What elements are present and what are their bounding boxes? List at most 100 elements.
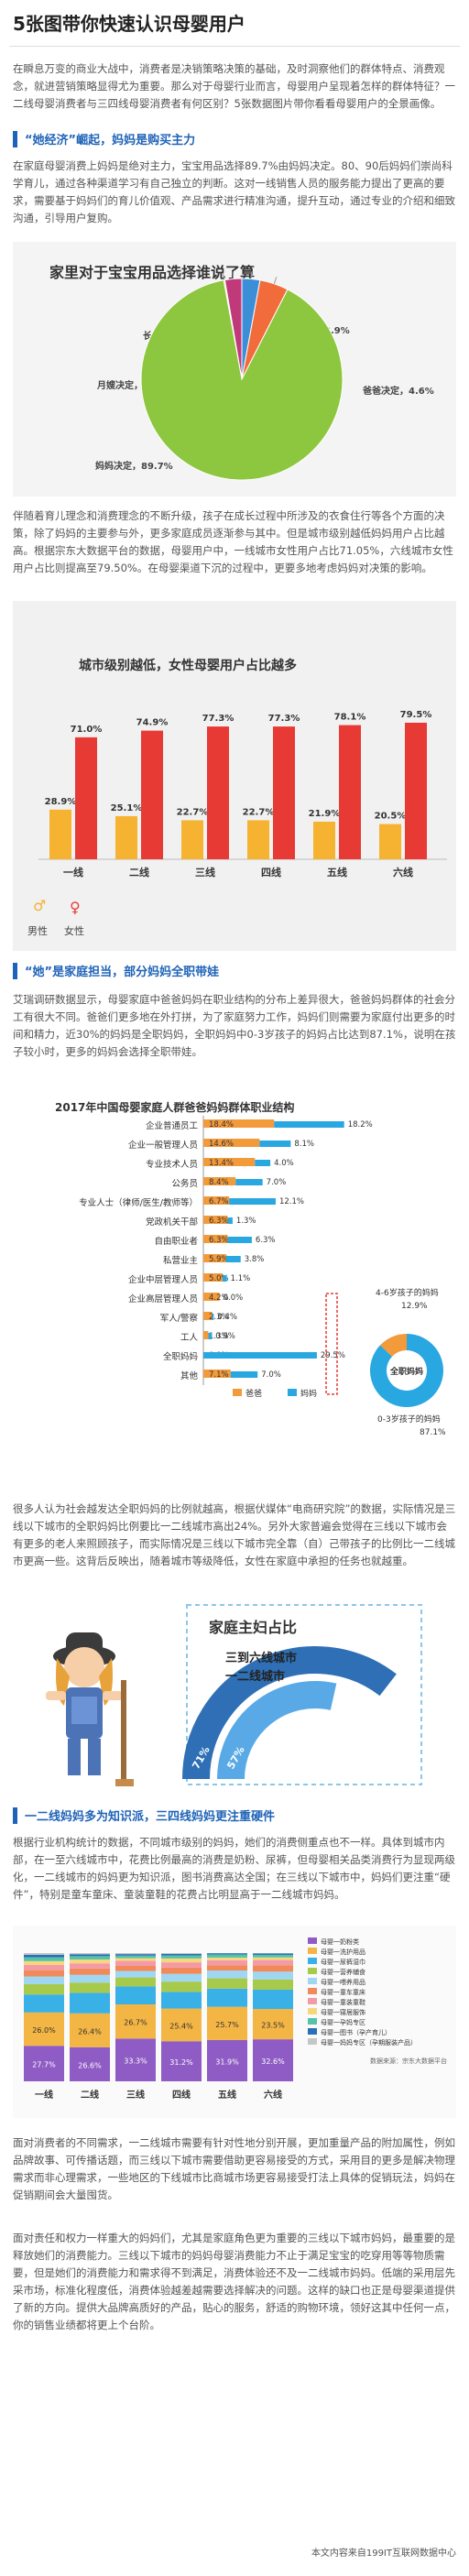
job-dad-bar-13 bbox=[203, 1370, 231, 1378]
city-value-label-0-1: 25.1% bbox=[111, 803, 143, 813]
job-bar-chart: 企业普通员工 18.4% 18.2% 企业一般管理人员 14.6% 8.1% 专业技术人员 1… bbox=[79, 1116, 446, 1437]
job-mom-label-6: 6.3% bbox=[256, 1236, 276, 1245]
section-2-title: “她”是家庭担当，部分妈妈全职带娃 bbox=[25, 966, 220, 979]
job-dad-bar-8 bbox=[203, 1273, 223, 1282]
spend-legend-swatch-4 bbox=[308, 1978, 317, 1984]
spend-seg-1-1 bbox=[70, 2013, 110, 2047]
job-dad-bar-9 bbox=[203, 1293, 220, 1301]
pie-leader-1 bbox=[273, 277, 278, 284]
job-dad-label-0: 18.4% bbox=[209, 1120, 234, 1130]
job-mom-bar-11 bbox=[208, 1333, 213, 1339]
spend-legend-label-2: 母婴一尿裤湿巾 bbox=[321, 1958, 365, 1966]
job-dad-bar-11 bbox=[203, 1331, 209, 1339]
spend-seg-10-0 bbox=[24, 1953, 64, 1955]
spend-seg-6-3 bbox=[161, 1962, 202, 1968]
spend-seg-5-4 bbox=[207, 1965, 247, 1971]
spend-seg-8-4 bbox=[207, 1954, 247, 1958]
spend-seg-7-3 bbox=[161, 1958, 202, 1963]
job-dad-bar-5 bbox=[203, 1216, 228, 1224]
spend-seg-7-1 bbox=[70, 1959, 110, 1964]
city-value-label-1-4: 78.1% bbox=[334, 713, 366, 723]
section-1-title: “她经济”崛起，妈妈是购买主力 bbox=[25, 134, 196, 147]
job-dad-label-4: 6.7% bbox=[209, 1197, 229, 1206]
spend-seg-8-5 bbox=[253, 1954, 293, 1958]
spend-legend-label-10: 母婴一妈妈专区（孕期服装产品） bbox=[321, 2038, 417, 2047]
job-dad-label-2: 13.4% bbox=[209, 1159, 234, 1168]
job-mom-label-1: 8.1% bbox=[294, 1140, 314, 1149]
section-1-heading: “她经济”崛起，妈妈是购买主力 bbox=[13, 130, 195, 147]
spend-legend-swatch-7 bbox=[308, 2008, 317, 2014]
housewife-ring-label-1: 一二线城市 bbox=[225, 1669, 285, 1684]
spend-second-label-5: 23.5% bbox=[261, 2022, 285, 2030]
housewife-ring-label-0: 三到六线城市 bbox=[225, 1651, 297, 1665]
pie-chart-panel: 家里对于宝宝用品选择谁说了算 月嫂决定，0.2%长辈家长决定，2.7%其他，2.… bbox=[13, 242, 456, 497]
spend-top-label-1: 26.6% bbox=[78, 2061, 102, 2069]
spend-seg-9-0 bbox=[24, 1954, 64, 1958]
city-category-label-0: 一线 bbox=[63, 866, 83, 879]
section-marker bbox=[13, 1806, 17, 1824]
spend-legend-swatch-8 bbox=[308, 2018, 317, 2025]
job-mom-label-0: 18.2% bbox=[348, 1120, 373, 1130]
job-category-label-1: 企业一般管理人员 bbox=[128, 1140, 198, 1151]
section-marker bbox=[13, 962, 17, 979]
inset-label-0: 0-3岁孩子的妈妈 bbox=[377, 1414, 441, 1424]
spend-second-label-4: 25.7% bbox=[215, 2021, 239, 2029]
job-category-label-3: 公务员 bbox=[171, 1178, 198, 1189]
legend-male-label: 男性 bbox=[27, 924, 48, 937]
job-dad-label-11: 1.3% bbox=[209, 1332, 229, 1341]
spend-seg-8-1 bbox=[70, 1956, 110, 1959]
title-divider bbox=[9, 46, 460, 47]
city-bar-0-5 bbox=[379, 824, 401, 859]
job-dad-label-7: 5.9% bbox=[209, 1255, 229, 1264]
city-bar-1-0 bbox=[75, 737, 97, 859]
spend-seg-9-4 bbox=[207, 1953, 247, 1955]
city-chart-title: 城市级别越低，女性母婴用户占比越多 bbox=[79, 659, 297, 673]
spend-seg-5-2 bbox=[115, 1966, 156, 1971]
section-2-paragraph-1: 艾瑞调研数据显示，母婴家庭中爸爸妈妈在职业结构的分布上差异很大，爸爸妈妈群体的社… bbox=[13, 993, 456, 1058]
job-category-label-2: 专业技术人员 bbox=[146, 1159, 198, 1170]
spend-source: 数据来源：宗东大数据平台 bbox=[370, 2057, 447, 2065]
spend-seg-9-1 bbox=[70, 1954, 110, 1957]
job-category-label-5: 党政机关干部 bbox=[146, 1217, 198, 1228]
job-dad-bar-10 bbox=[203, 1312, 213, 1320]
job-mom-bar-1 bbox=[259, 1141, 291, 1147]
pie-chart: 月嫂决定，0.2%长辈家长决定，2.7%其他，2.9%爸爸决定，4.6%妈妈决定… bbox=[95, 271, 434, 481]
spend-seg-9-3 bbox=[161, 1953, 202, 1956]
job-category-label-7: 私营业主 bbox=[163, 1255, 198, 1266]
spend-chart-panel: 27.7% 26.0% 一线 26.6% 26.4% 二线 33.3% 26.7% 三线 31.2… bbox=[13, 1926, 456, 2118]
spend-legend-label-1: 母婴一洗护用品 bbox=[321, 1948, 365, 1956]
spend-category-label-5: 六线 bbox=[264, 2089, 282, 2101]
job-category-label-4: 专业人士（律师/医生/教师等） bbox=[79, 1197, 198, 1208]
job-mom-bar-0 bbox=[274, 1121, 344, 1128]
section-2-heading: “她”是家庭担当，部分妈妈全职带娃 bbox=[13, 962, 219, 979]
spend-seg-6-5 bbox=[253, 1959, 293, 1966]
job-mom-bar-8 bbox=[223, 1275, 227, 1282]
city-bar-0-2 bbox=[181, 820, 203, 859]
city-value-label-1-2: 77.3% bbox=[202, 714, 234, 724]
job-dad-bar-6 bbox=[203, 1235, 228, 1243]
spend-seg-3-5 bbox=[253, 1979, 293, 1990]
job-dad-label-9: 4.2% bbox=[209, 1293, 229, 1303]
job-category-label-6: 自由职业者 bbox=[154, 1236, 198, 1247]
job-mom-label-5: 1.3% bbox=[236, 1217, 256, 1226]
spend-seg-9-5 bbox=[253, 1953, 293, 1955]
city-value-label-0-2: 22.7% bbox=[177, 807, 209, 817]
job-dad-label-5: 6.3% bbox=[209, 1217, 229, 1226]
city-bar-0-4 bbox=[313, 821, 335, 859]
spend-seg-5-1 bbox=[70, 1968, 110, 1975]
spend-second-label-1: 26.4% bbox=[78, 2027, 102, 2036]
city-value-label-1-3: 77.3% bbox=[268, 714, 300, 724]
job-mom-label-13: 7.0% bbox=[261, 1370, 281, 1380]
job-dad-bar-2 bbox=[203, 1158, 256, 1166]
city-category-label-4: 五线 bbox=[327, 866, 347, 879]
spend-seg-1-2 bbox=[115, 2004, 156, 2039]
job-dad-label-13: 7.1% bbox=[209, 1370, 229, 1380]
inset-highlight bbox=[325, 1293, 338, 1395]
legend-male: ♂ 男性 bbox=[27, 897, 48, 937]
housewife-illustration-icon bbox=[46, 1632, 134, 1786]
spend-seg-4-1 bbox=[70, 1974, 110, 1983]
city-bar-0-1 bbox=[115, 815, 137, 859]
spend-seg-5-5 bbox=[253, 1965, 293, 1972]
spend-seg-1-4 bbox=[207, 2006, 247, 2040]
